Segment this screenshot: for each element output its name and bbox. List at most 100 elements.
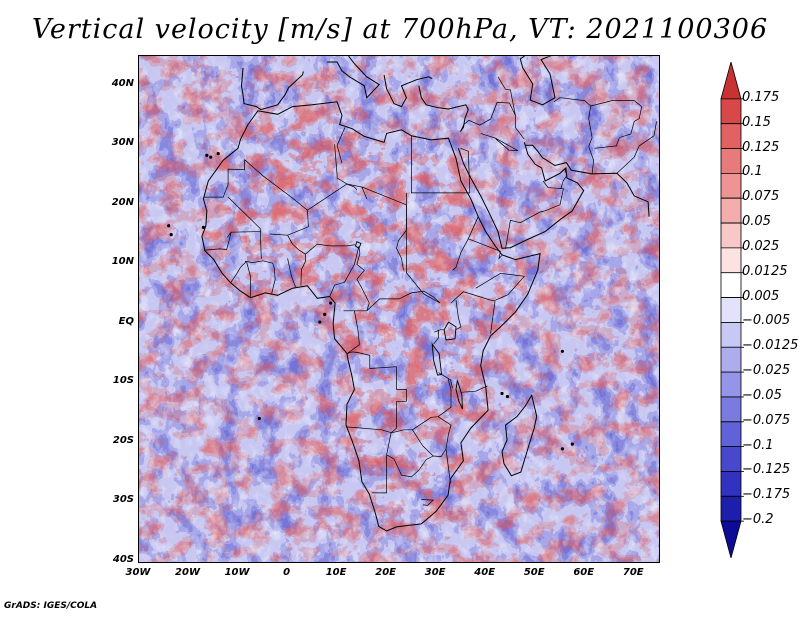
lat-tick-label: 40S bbox=[112, 554, 134, 565]
lake-outline bbox=[443, 321, 457, 341]
levant-coastline bbox=[418, 85, 469, 132]
lon-tick-label: 20W bbox=[175, 567, 200, 578]
colorbar-swatch bbox=[720, 247, 742, 274]
country-border bbox=[480, 133, 519, 152]
country-border bbox=[287, 258, 296, 288]
lon-tick-label: 30W bbox=[125, 567, 151, 578]
lon-tick-label: 40E bbox=[474, 567, 496, 578]
madagascar-coastline bbox=[501, 393, 538, 477]
colorbar-label: −0.005 bbox=[742, 313, 791, 329]
iran-coastline bbox=[525, 144, 650, 217]
colorbar-swatch bbox=[720, 123, 742, 149]
colorbar-label: −0.025 bbox=[742, 363, 791, 379]
lat-tick-label: 10N bbox=[111, 256, 134, 268]
colorbar-swatch bbox=[720, 471, 742, 497]
colorbar-swatch bbox=[720, 98, 742, 125]
island-marker bbox=[318, 320, 322, 324]
island-marker bbox=[570, 442, 574, 446]
colorbar-swatch bbox=[720, 297, 742, 323]
island-marker bbox=[329, 301, 333, 305]
country-border bbox=[475, 272, 526, 301]
country-border bbox=[371, 470, 387, 494]
colorbar-label: 0.025 bbox=[742, 238, 780, 254]
colorbar-swatch bbox=[720, 197, 742, 224]
country-border bbox=[560, 168, 568, 189]
colorbar-swatch bbox=[720, 272, 742, 298]
island-marker bbox=[216, 152, 220, 156]
colorbar-label: −0.075 bbox=[742, 412, 791, 428]
island-marker bbox=[205, 153, 209, 158]
country-border bbox=[505, 180, 564, 249]
country-border bbox=[411, 135, 470, 194]
colorbar-swatch bbox=[720, 346, 742, 373]
colorbar-label: 0.125 bbox=[742, 139, 780, 155]
country-border bbox=[386, 400, 407, 471]
colorbar-swatch bbox=[720, 421, 742, 448]
country-border bbox=[553, 97, 591, 107]
colorbar-label: 0.1 bbox=[742, 164, 763, 180]
vertical-velocity-field bbox=[139, 56, 659, 562]
country-border bbox=[616, 121, 657, 174]
lake-outline bbox=[455, 380, 463, 410]
arabia-coastline bbox=[457, 142, 585, 249]
country-border bbox=[455, 300, 462, 331]
colorbar-label: 0.05 bbox=[742, 214, 771, 230]
country-border bbox=[460, 385, 488, 393]
africa-coastline bbox=[201, 101, 541, 532]
grads-credit: GrADS: IGES/COLA bbox=[4, 601, 98, 611]
country-border bbox=[450, 291, 496, 334]
lon-tick-label: 0 bbox=[283, 567, 291, 578]
colorbar-swatch bbox=[720, 446, 742, 472]
lat-tick-label: 30S bbox=[112, 494, 134, 506]
country-border bbox=[406, 205, 441, 304]
country-border bbox=[412, 416, 452, 457]
country-borders bbox=[203, 76, 657, 506]
lat-tick-label: 30N bbox=[111, 137, 134, 149]
lon-tick-label: 50E bbox=[523, 567, 545, 578]
lon-tick-label: 10E bbox=[325, 567, 347, 578]
map-panel bbox=[138, 55, 660, 563]
colorbar-label: 0.005 bbox=[742, 288, 780, 304]
colorbar bbox=[720, 62, 744, 558]
country-border bbox=[421, 499, 435, 506]
country-border bbox=[204, 232, 232, 251]
island-marker bbox=[560, 349, 564, 353]
lat-tick-label: EQ bbox=[118, 315, 134, 327]
colorbar-label: −0.2 bbox=[742, 512, 774, 528]
country-border bbox=[588, 105, 594, 174]
island-marker bbox=[167, 224, 171, 228]
country-border bbox=[467, 216, 479, 239]
country-border bbox=[445, 448, 451, 484]
colorbar-label: −0.0125 bbox=[742, 338, 799, 354]
country-border bbox=[345, 426, 413, 434]
colorbar-swatch bbox=[720, 322, 742, 348]
country-border bbox=[203, 159, 245, 198]
country-border bbox=[386, 454, 434, 478]
colorbar-label: −0.175 bbox=[742, 487, 791, 503]
country-border bbox=[244, 260, 276, 294]
country-border bbox=[452, 238, 469, 271]
lat-tick-label: 10S bbox=[112, 375, 134, 387]
colorbar-swatch bbox=[720, 222, 742, 249]
country-border bbox=[460, 147, 471, 193]
island-marker bbox=[209, 155, 213, 159]
country-border bbox=[334, 144, 338, 178]
country-border bbox=[246, 261, 251, 298]
lon-tick-label: 30E bbox=[424, 567, 446, 578]
country-border bbox=[438, 372, 453, 389]
country-border bbox=[336, 127, 346, 164]
colorbar-swatch bbox=[720, 520, 742, 558]
colorbar-label: −0.1 bbox=[742, 437, 774, 453]
colorbar-swatch bbox=[720, 371, 742, 398]
lon-tick-label: 10W bbox=[224, 567, 250, 578]
coastlines bbox=[167, 56, 650, 532]
country-border bbox=[346, 310, 360, 354]
island-marker bbox=[257, 416, 261, 421]
colorbar-swatch bbox=[720, 495, 742, 522]
lat-tick-label: 20N bbox=[111, 196, 134, 208]
island-marker bbox=[505, 394, 510, 399]
colorbar-label: −0.125 bbox=[742, 462, 791, 478]
country-border bbox=[590, 100, 643, 149]
colorbar-swatch bbox=[720, 396, 742, 423]
country-border bbox=[329, 246, 360, 297]
